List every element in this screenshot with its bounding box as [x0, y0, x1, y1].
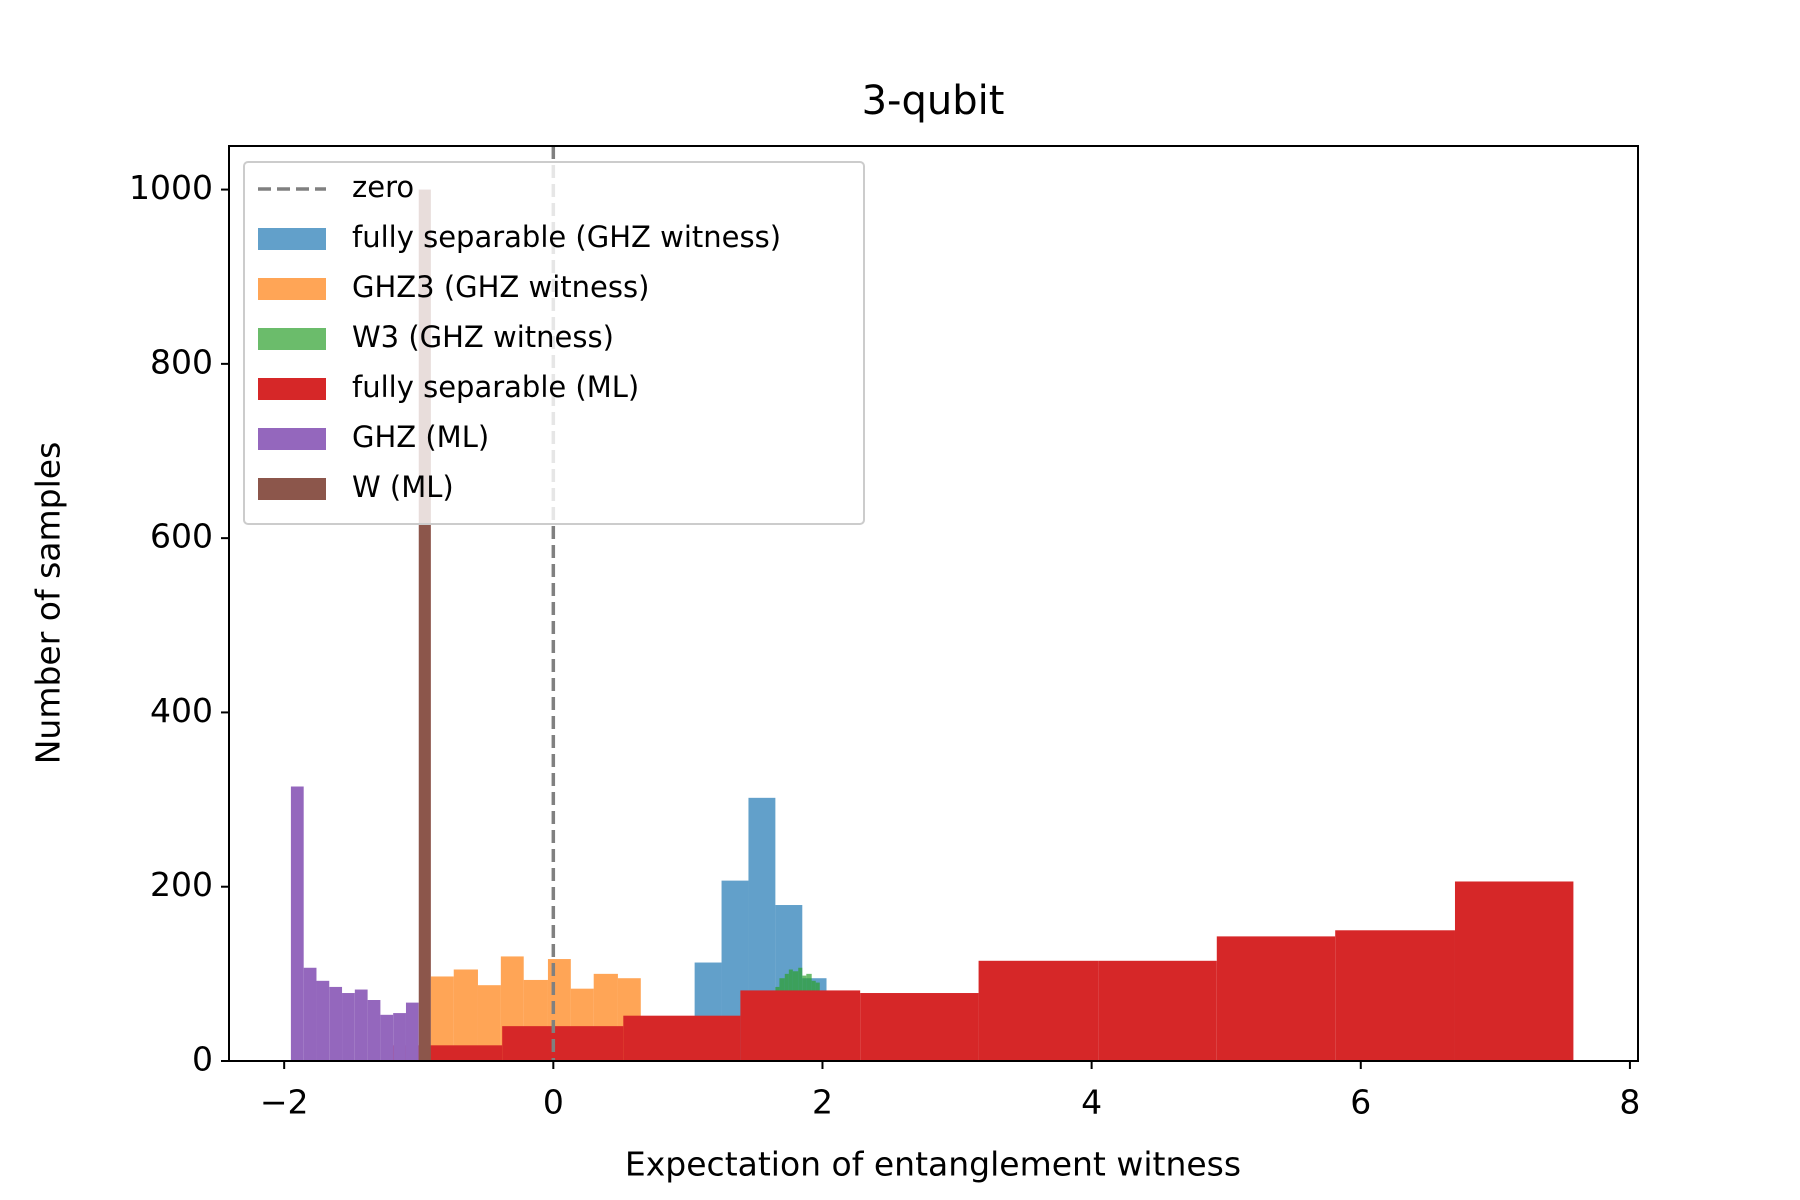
x-tick-label: 4 [1081, 1083, 1102, 1122]
legend-swatch [258, 328, 326, 350]
histogram-bar [1216, 936, 1336, 1061]
histogram-bar [860, 993, 979, 1061]
legend-swatch [258, 278, 326, 300]
histogram-bar [1454, 881, 1574, 1061]
y-tick-label: 800 [150, 342, 213, 381]
legend-label: GHZ3 (GHZ witness) [352, 270, 649, 304]
legend-swatch [258, 228, 326, 250]
x-tick-label: 8 [1619, 1083, 1640, 1122]
legend-label: fully separable (GHZ witness) [352, 220, 781, 254]
x-tick-label: 6 [1350, 1083, 1371, 1122]
histogram-bar [477, 985, 501, 1061]
y-axis-label: Number of samples [29, 442, 68, 765]
histogram-bar [740, 990, 861, 1061]
histogram-bar [329, 986, 343, 1061]
legend-box [243, 161, 865, 525]
histogram-bar [342, 993, 355, 1061]
chart-title: 3-qubit [862, 78, 1005, 124]
histogram-bar [978, 960, 1099, 1061]
histogram-bar [405, 1002, 419, 1061]
legend-swatch [258, 478, 326, 500]
legend-swatch [258, 428, 326, 450]
legend-swatch [258, 378, 326, 400]
histogram-bar [393, 1013, 406, 1061]
y-tick-label: 200 [150, 865, 213, 904]
legend-label: W3 (GHZ witness) [352, 320, 614, 354]
y-tick-label: 600 [150, 517, 213, 556]
legend-label: zero [352, 170, 414, 204]
histogram-bar [1335, 930, 1455, 1061]
histogram-bar [1098, 960, 1217, 1061]
legend-label: W (ML) [352, 470, 454, 504]
histogram-bar [354, 989, 368, 1061]
histogram-bar [290, 786, 304, 1061]
histogram-bar [430, 976, 454, 1061]
x-tick-label: 0 [543, 1083, 564, 1122]
y-tick-label: 1000 [129, 168, 213, 207]
axes-frame [228, 145, 1639, 1062]
y-tick-label: 0 [192, 1040, 213, 1079]
x-axis-label: Expectation of entanglement witness [625, 1145, 1241, 1184]
x-tick-label: 2 [812, 1083, 833, 1122]
histogram-bar [367, 1000, 381, 1061]
histogram-bar [303, 967, 317, 1061]
y-tick-label: 400 [150, 691, 213, 730]
x-tick-label: −2 [260, 1083, 309, 1122]
histogram-bar [380, 1014, 394, 1061]
legend-label: fully separable (ML) [352, 370, 639, 404]
legend-label: GHZ (ML) [352, 420, 489, 454]
histogram-bar [502, 1026, 624, 1061]
histogram-bar [316, 980, 330, 1061]
histogram-bar [623, 1015, 741, 1061]
